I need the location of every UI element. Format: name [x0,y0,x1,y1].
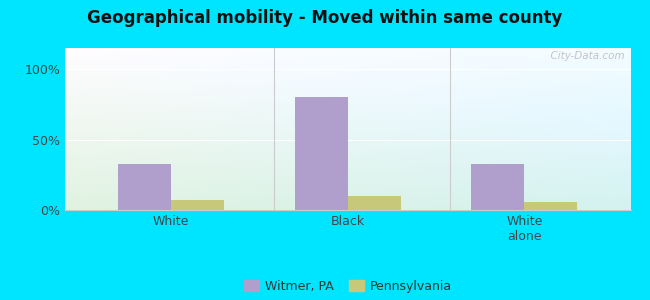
Bar [294,97,348,210]
Bar [118,164,171,210]
Bar [471,164,525,210]
Text: City-Data.com: City-Data.com [544,51,625,61]
Bar [525,202,577,210]
Bar [348,196,401,210]
Bar [171,200,224,210]
Text: Geographical mobility - Moved within same county: Geographical mobility - Moved within sam… [87,9,563,27]
Legend: Witmer, PA, Pennsylvania: Witmer, PA, Pennsylvania [239,275,457,298]
